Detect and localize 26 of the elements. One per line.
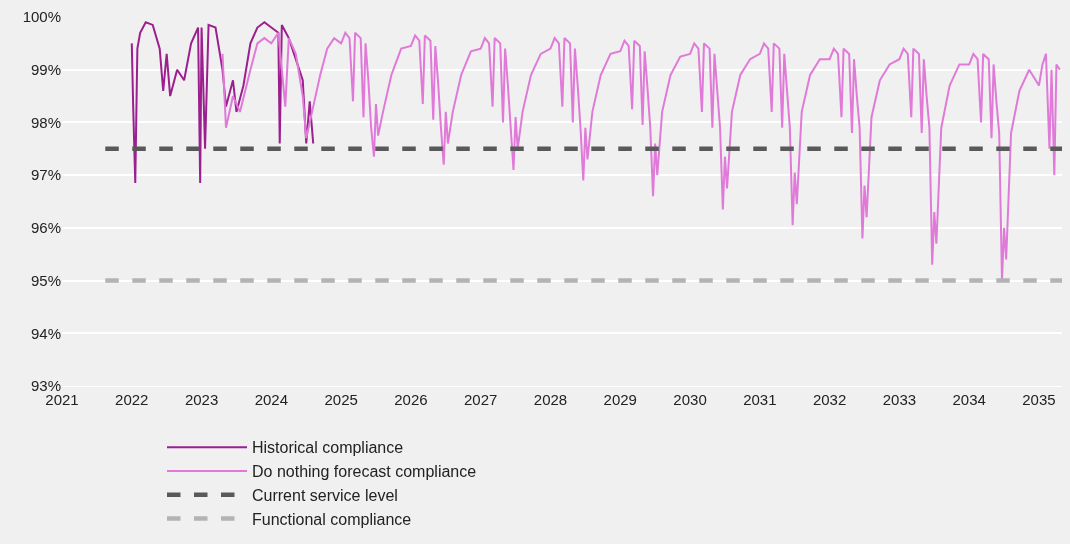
x-tick-label: 2029 [603,391,637,408]
legend-label: Historical compliance [252,439,404,457]
legend-label: Current service level [252,487,398,505]
x-tick-label: 2028 [533,391,568,408]
x-tick-label: 2031 [743,391,777,408]
x-tick-label: 2032 [812,391,847,408]
x-tick-label: 2026 [394,391,428,408]
x-tick-label: 2027 [464,391,498,408]
y-tick-label: 94% [30,324,61,342]
y-tick-label: 98% [30,113,61,131]
y-tick-label: 99% [30,60,61,78]
x-tick-label: 2022 [115,391,149,408]
x-tick-label: 2025 [324,391,358,408]
x-tick-label: 2034 [952,391,986,408]
line-series [130,21,315,185]
y-tick-label: 100% [22,8,61,26]
y-tick-label: 96% [30,219,61,237]
x-tick-label: 2035 [1022,391,1056,408]
x-tick-label: 2033 [882,391,917,408]
x-tick-label: 2023 [184,391,219,408]
legend-label: Do nothing forecast compliance [252,463,477,481]
legend-label: Functional compliance [252,510,412,528]
y-tick-label: 97% [30,166,61,184]
x-tick-label: 2030 [673,391,707,408]
y-tick-label: 95% [30,271,61,289]
x-tick-label: 2024 [254,391,289,408]
